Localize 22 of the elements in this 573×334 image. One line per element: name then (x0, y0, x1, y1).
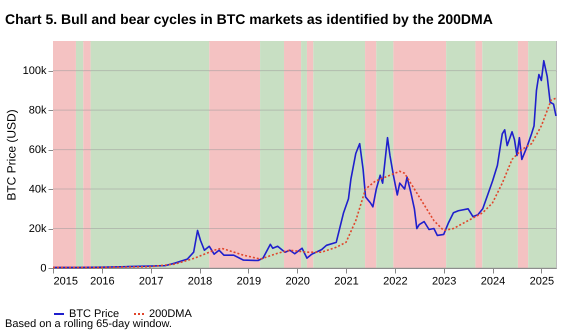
legend-label: BTC Price (69, 308, 120, 320)
y-tick-label: 0 (40, 262, 46, 274)
y-tick-label: 60k (28, 144, 47, 156)
y-tick-label: 40k (28, 184, 47, 196)
chart-title: Chart 5. Bull and bear cycles in BTC markets as identified by the 200DMA (5, 11, 493, 27)
y-tick-label: 80k (28, 104, 47, 117)
x-tick-label: 2024 (480, 276, 506, 288)
x-tick-label: 2023 (432, 276, 456, 288)
x-tick-label: 2019 (236, 276, 262, 288)
x-tick-label: 2021 (334, 276, 359, 288)
y-axis-title: BTC Price (USD) (4, 109, 19, 201)
x-tick-label: 2018 (188, 276, 212, 288)
x-tick-label: 2015 (54, 276, 78, 288)
legend-label: 200DMA (149, 308, 192, 320)
y-tick-label: 20k (28, 223, 47, 236)
x-tick-label: 2020 (285, 276, 310, 288)
x-tick-label: 2016 (90, 276, 115, 288)
x-tick-label: 2022 (383, 276, 408, 288)
y-tick-label: 100k (22, 65, 47, 78)
x-tick-label: 2025 (530, 276, 554, 288)
text: Based on a rolling 65-day window. (5, 318, 172, 330)
x-tick-label: 2017 (138, 276, 164, 288)
